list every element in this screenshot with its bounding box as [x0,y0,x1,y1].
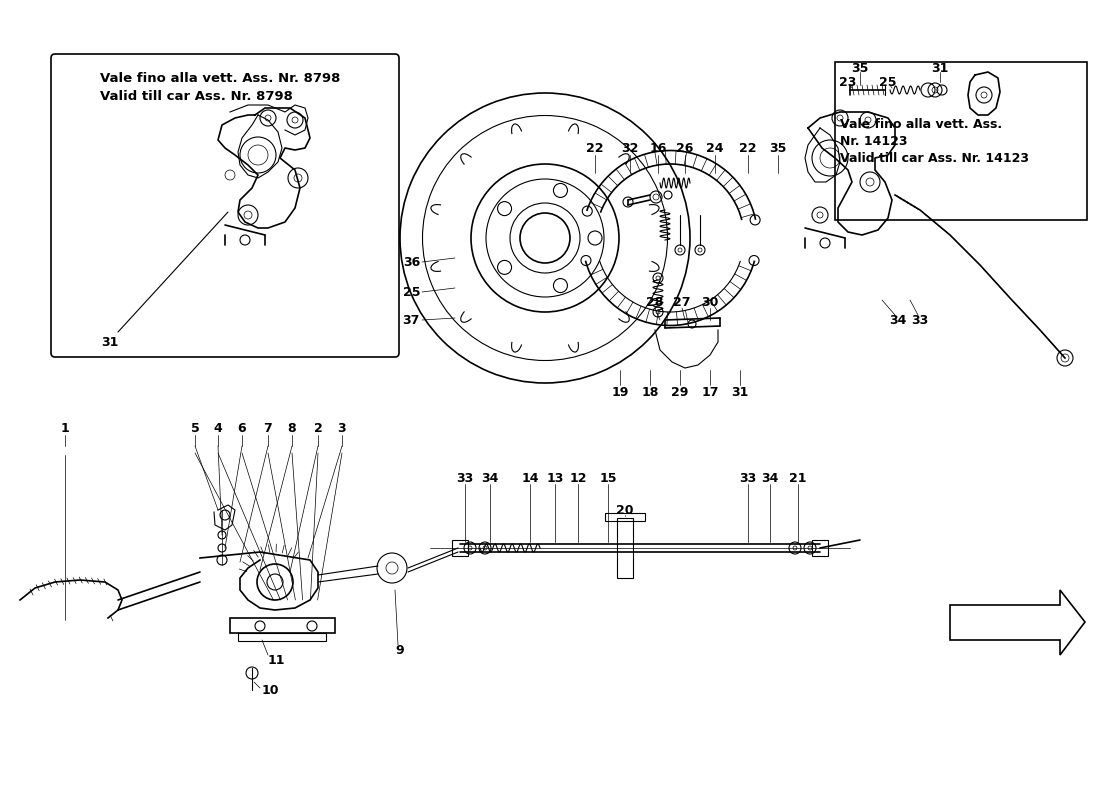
Text: 12: 12 [570,471,586,485]
Text: 26: 26 [676,142,694,154]
Text: 35: 35 [851,62,869,74]
Bar [617,518,632,578]
Text: 24: 24 [706,142,724,154]
Bar [238,633,326,641]
Text: 18: 18 [641,386,659,398]
Text: 14: 14 [521,471,539,485]
Bar [230,618,336,633]
Bar [835,62,1087,220]
Text: 15: 15 [600,471,617,485]
Text: 31: 31 [732,386,749,398]
Text: Valid till car Ass. Nr. 8798: Valid till car Ass. Nr. 8798 [100,90,293,103]
Text: 13: 13 [547,471,563,485]
Text: 3: 3 [338,422,346,434]
Text: 7: 7 [264,422,273,434]
Text: 4: 4 [213,422,222,434]
Text: 34: 34 [889,314,906,326]
Text: 37: 37 [403,314,420,326]
Text: 22: 22 [586,142,604,154]
Text: 35: 35 [769,142,786,154]
Text: 6: 6 [238,422,246,434]
Bar [605,513,645,521]
Text: 27: 27 [673,295,691,309]
Text: 2: 2 [314,422,322,434]
Text: 36: 36 [403,255,420,269]
Text: 10: 10 [262,683,279,697]
Text: 34: 34 [482,471,498,485]
Text: 25: 25 [879,75,896,89]
Bar [812,540,828,556]
Text: Vale fino alla vett. Ass. Nr. 8798: Vale fino alla vett. Ass. Nr. 8798 [100,72,340,85]
Text: 8: 8 [288,422,296,434]
Text: 22: 22 [739,142,757,154]
Text: 32: 32 [621,142,639,154]
Text: 34: 34 [761,471,779,485]
Text: Nr. 14123: Nr. 14123 [840,135,907,148]
Text: 33: 33 [739,471,757,485]
Text: 9: 9 [396,643,405,657]
Text: 29: 29 [671,386,689,398]
Text: 23: 23 [839,75,857,89]
Text: Valid till car Ass. Nr. 14123: Valid till car Ass. Nr. 14123 [840,152,1028,165]
Text: 28: 28 [647,295,663,309]
Text: 20: 20 [616,503,634,517]
Text: 16: 16 [649,142,667,154]
Text: 11: 11 [268,654,286,666]
Text: 21: 21 [790,471,806,485]
Bar [452,540,468,556]
Text: 33: 33 [912,314,928,326]
Text: Vale fino alla vett. Ass.: Vale fino alla vett. Ass. [840,118,1002,131]
Text: 30: 30 [702,295,718,309]
Text: 25: 25 [403,286,420,298]
Text: 19: 19 [612,386,629,398]
Text: 31: 31 [932,62,948,74]
Text: 17: 17 [702,386,718,398]
Text: 1: 1 [60,422,69,434]
Text: 31: 31 [101,336,119,349]
Text: 33: 33 [456,471,474,485]
Text: 5: 5 [190,422,199,434]
